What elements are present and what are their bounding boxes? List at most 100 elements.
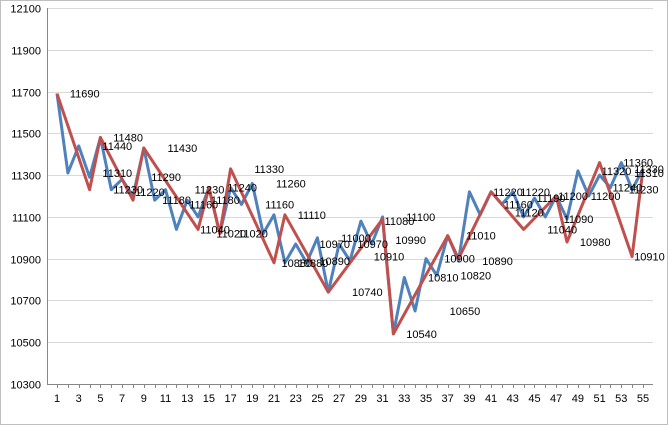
data-label: 11200: [558, 191, 588, 203]
data-label: 11360: [623, 158, 653, 170]
series-line-2: [55, 93, 645, 336]
data-label: 10970: [319, 239, 350, 251]
x-tick-label: 11: [160, 393, 171, 405]
x-tick-label: 55: [637, 393, 649, 405]
data-label: 11200: [591, 191, 621, 203]
data-label: 11430: [168, 143, 198, 155]
data-label: 11040: [200, 224, 230, 236]
data-label: 10990: [395, 235, 426, 247]
x-tick-label: 53: [615, 393, 627, 405]
x-tick-label: 39: [463, 393, 475, 405]
y-tick-label: 11300: [11, 171, 41, 183]
data-label: 11120: [515, 208, 544, 220]
y-tick-label: 11100: [12, 213, 41, 225]
data-label: 10910: [374, 252, 405, 264]
data-label: 11310: [634, 168, 664, 180]
x-tick-label: 9: [141, 393, 147, 405]
data-label: 11040: [547, 224, 577, 236]
series-lines: [55, 93, 645, 336]
data-label: 11440: [102, 141, 132, 153]
data-label: 11020: [216, 229, 246, 241]
x-tick-label: 35: [420, 393, 432, 405]
data-labels: 1169011440113101148011230112201129011430…: [70, 89, 665, 341]
x-tick-label: 49: [572, 393, 584, 405]
data-label: 10910: [634, 252, 665, 264]
y-tick-label: 10700: [10, 296, 41, 308]
data-label: 11160: [189, 199, 218, 211]
x-tick-label: 3: [76, 393, 82, 405]
x-tick-label: 23: [290, 393, 302, 405]
data-label: 11110: [298, 210, 326, 222]
x-tick-label: 25: [311, 393, 323, 405]
data-label: 11000: [341, 233, 371, 245]
x-tick-label: 43: [507, 393, 519, 405]
x-tick-label: 27: [333, 393, 345, 405]
data-label: 11020: [238, 229, 268, 241]
data-label: 11690: [70, 89, 100, 101]
data-label: 11330: [254, 164, 284, 176]
data-label: 11290: [151, 172, 181, 184]
x-tick-label: 1: [54, 393, 60, 405]
y-tick-label: 12100: [10, 4, 41, 16]
data-label: 10890: [482, 256, 513, 268]
data-label: 11220: [135, 187, 165, 199]
x-tick-label: 5: [97, 393, 103, 405]
data-label: 11190: [536, 193, 565, 205]
data-label: 10810: [428, 272, 459, 284]
y-tick-label: 10500: [10, 338, 41, 350]
y-tick-label: 10900: [10, 255, 41, 267]
y-tick-label: 11700: [11, 88, 41, 100]
data-label: 11080: [385, 216, 415, 228]
data-label: 11180: [162, 195, 191, 207]
data-label: 11230: [629, 185, 659, 197]
data-label: 11100: [406, 212, 435, 224]
data-label: 11330: [634, 164, 664, 176]
data-label: 11240: [612, 183, 642, 195]
data-label: 10820: [461, 270, 492, 282]
data-label: 10650: [450, 306, 481, 318]
data-label: 10890: [319, 256, 350, 268]
x-tick-label: 17: [225, 393, 237, 405]
data-label: 10880: [281, 258, 312, 270]
axes: 10300 10500 10700 10900 11100 11300 11500 11700…: [10, 4, 653, 405]
x-tick-label: 19: [246, 393, 258, 405]
data-label: 11240: [227, 183, 257, 195]
x-tick-label: 13: [181, 393, 193, 405]
x-tick-label: 33: [398, 393, 410, 405]
x-tick-label: 29: [355, 393, 367, 405]
gridlines: [47, 8, 653, 343]
data-label: 11220: [520, 187, 550, 199]
data-label: 11320: [602, 166, 632, 178]
x-tick-label: 21: [268, 393, 280, 405]
data-label: 10540: [406, 329, 437, 341]
data-label: 10880: [298, 258, 329, 270]
x-tick-label: 31: [376, 393, 388, 405]
x-tick-label: 51: [593, 393, 605, 405]
data-label: 11090: [564, 214, 594, 226]
data-label: 11260: [276, 178, 306, 190]
x-tick-label: 41: [485, 393, 497, 405]
x-tick-label: 45: [528, 393, 540, 405]
y-tick-label: 10300: [10, 380, 41, 392]
data-label: 11480: [113, 133, 143, 145]
x-tick-label: 15: [203, 393, 215, 405]
y-tick-label: 11500: [11, 129, 41, 141]
data-label: 11160: [504, 199, 533, 211]
data-label: 11230: [113, 185, 143, 197]
data-label: 10970: [357, 239, 388, 251]
data-label: 10980: [580, 237, 611, 249]
data-label: 11230: [195, 185, 225, 197]
data-label: 10740: [352, 287, 383, 299]
data-label: 11310: [102, 168, 132, 180]
x-tick-label: 47: [550, 393, 562, 405]
data-label: 11220: [493, 187, 523, 199]
data-label: 11010: [466, 231, 496, 243]
data-label: 10900: [444, 254, 475, 266]
x-tick-label: 37: [442, 393, 454, 405]
data-label: 11160: [265, 199, 294, 211]
data-label: 11180: [211, 195, 240, 207]
y-tick-label: 11900: [11, 46, 41, 58]
